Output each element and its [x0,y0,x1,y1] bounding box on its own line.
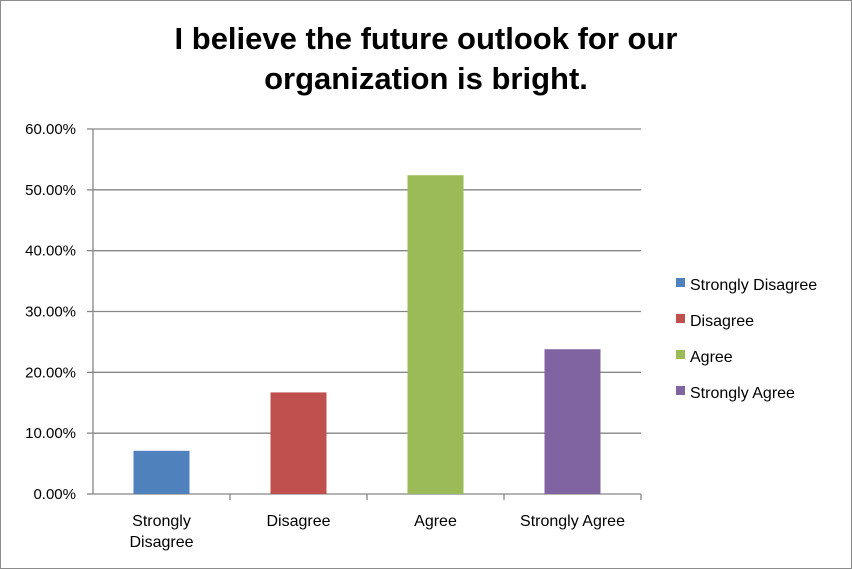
legend-label: Agree [690,349,733,366]
x-category-label-line: Strongly [132,513,191,530]
x-category-label-line: Disagree [266,513,330,530]
bar-strongly-agree [544,349,601,494]
bar-agree [407,175,464,494]
bar-strongly-disagree [133,450,190,494]
legend-swatch [676,314,685,323]
y-tick-label: 50.00% [25,182,76,199]
chart-title-line-2: organization is bright. [264,61,588,96]
chart-title-line-1: I believe the future outlook for our [174,21,678,56]
legend-swatch [676,386,685,395]
legend-label: Strongly Agree [690,385,795,402]
legend-label: Disagree [690,313,754,330]
x-category-label: Disagree [266,513,330,530]
y-tick-label: 20.00% [25,364,76,381]
x-category-label-line: Strongly Agree [520,513,625,530]
bar-disagree [270,392,327,494]
y-tick-label: 0.00% [33,486,76,503]
x-category-label: Strongly Disagree [129,513,193,551]
legend-label: Strongly Disagree [690,277,817,294]
y-tick-label: 10.00% [25,425,76,442]
y-tick-label: 30.00% [25,304,76,321]
x-category-label-line: Agree [414,513,457,530]
x-category-label: Strongly Agree [520,513,625,530]
x-category-label-line: Disagree [129,534,193,551]
y-tick-label: 40.00% [25,243,76,260]
legend-swatch [676,278,685,287]
x-category-label: Agree [414,513,457,530]
chart-title: I believe the future outlook for our org… [96,19,756,99]
y-tick-label: 60.00% [25,121,76,138]
legend-swatch [676,350,685,359]
